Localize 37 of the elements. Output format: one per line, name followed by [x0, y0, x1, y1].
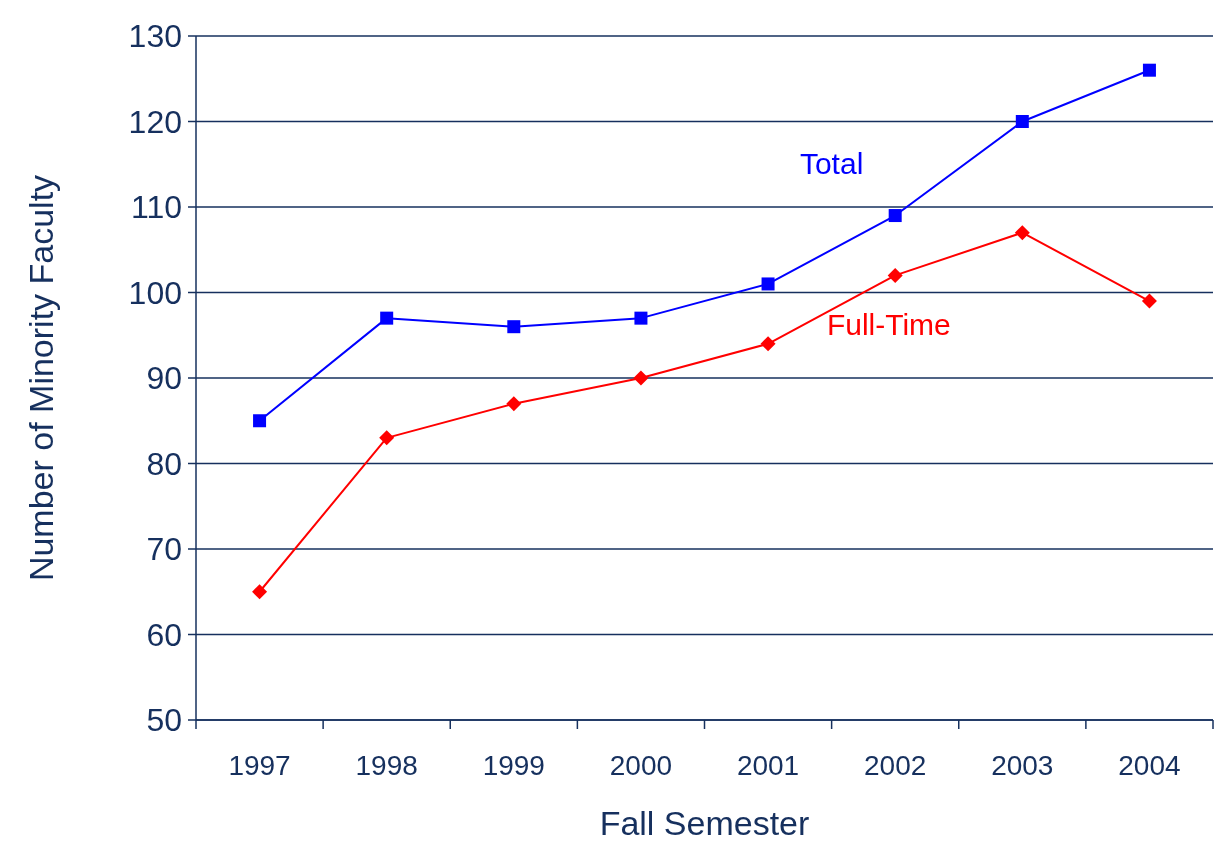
y-tick-label: 60	[146, 616, 182, 653]
x-tick-label: 2004	[1118, 750, 1181, 781]
point	[633, 370, 649, 386]
point	[887, 267, 903, 283]
point	[1142, 63, 1156, 77]
x-tick-label: 2003	[991, 750, 1054, 781]
x-tick-label: 2001	[736, 750, 800, 781]
y-tick-label: 100	[128, 274, 182, 311]
point	[634, 311, 648, 325]
point	[507, 320, 521, 334]
y-tick-label: 80	[146, 445, 182, 482]
point	[252, 584, 268, 600]
point	[1014, 225, 1030, 241]
x-axis-title: Fall Semester	[599, 804, 810, 842]
point	[761, 277, 775, 291]
point	[1141, 293, 1157, 309]
x-tick-label: 2000	[609, 750, 673, 781]
y-tick-label: 50	[146, 702, 182, 739]
point	[379, 430, 395, 446]
series-label: Total	[799, 146, 864, 180]
x-tick-label: 1998	[355, 750, 418, 781]
point	[760, 336, 776, 352]
point	[1015, 115, 1029, 128]
point	[380, 311, 394, 325]
x-tick-label: 2002	[864, 750, 927, 781]
y-tick-label: 110	[130, 189, 182, 226]
y-tick-label: 120	[128, 103, 182, 140]
point	[888, 209, 902, 223]
y-tick-label: 130	[128, 18, 182, 55]
x-tick-label: 1997	[228, 750, 291, 781]
y-axis-title: Number of Minority Faculty	[22, 174, 60, 582]
point	[506, 396, 522, 412]
y-tick-label: 90	[146, 360, 182, 397]
y-tick-label: 70	[146, 531, 182, 568]
series-label: Full-Time	[826, 308, 951, 342]
x-tick-label: 1999	[482, 750, 545, 781]
point	[253, 414, 267, 428]
